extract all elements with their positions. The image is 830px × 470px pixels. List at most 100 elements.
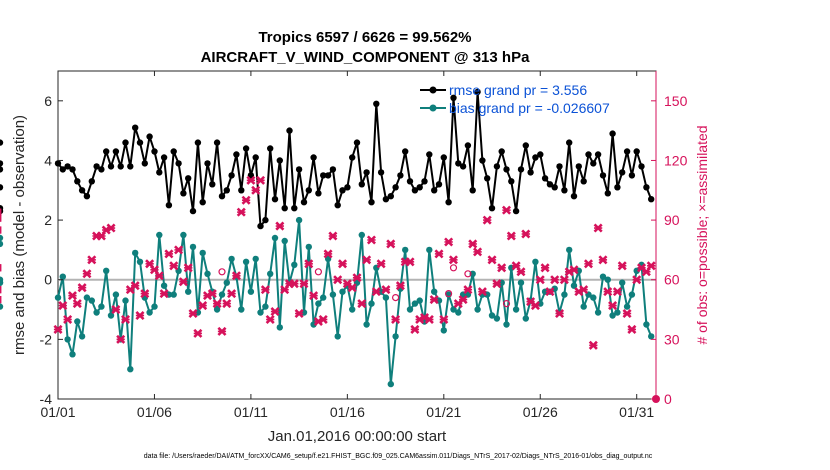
obs-assimilated-marker	[63, 314, 73, 325]
rmse-point	[209, 181, 216, 188]
bias-point	[329, 291, 337, 298]
obs-assimilated-marker	[434, 249, 444, 259]
obs-assimilated-marker	[183, 263, 193, 273]
rmse-point	[324, 172, 332, 179]
obs-assimilated-marker	[53, 324, 63, 334]
obs-assimilated-marker	[583, 259, 594, 269]
rmse-point	[628, 172, 636, 179]
obs-assimilated-marker	[617, 261, 627, 271]
bias-point	[0, 276, 4, 283]
obs-assimilated-marker	[352, 273, 362, 283]
obs-assimilated-marker	[429, 295, 439, 305]
rmse-point	[411, 187, 419, 194]
obs-assimilated-marker	[231, 271, 241, 281]
obs-assimilated-marker	[569, 265, 579, 275]
obs-assimilated-marker	[603, 287, 613, 297]
bias-point	[648, 333, 655, 340]
bias-point	[59, 273, 66, 280]
chart-subtitle: AIRCRAFT_V_WIND_COMPONENT @ 313 hPa	[201, 49, 531, 66]
obs-assimilated-marker	[256, 175, 266, 185]
obs-possible-marker	[445, 290, 453, 298]
rmse-point	[146, 133, 153, 140]
obs-assimilated-marker	[347, 283, 357, 293]
obs-assimilated-marker	[501, 205, 512, 215]
rmse-point	[522, 142, 529, 149]
bias-point	[199, 249, 206, 257]
rmse-point	[459, 163, 467, 170]
obs-assimilated-marker	[309, 291, 319, 301]
bias-point	[136, 258, 144, 265]
rmse-point	[339, 187, 346, 194]
rmse-point	[498, 148, 505, 155]
rmse-point	[136, 139, 144, 146]
bias-point	[532, 258, 539, 265]
obs-assimilated-marker	[376, 259, 386, 269]
rmse-point	[358, 181, 365, 188]
y-axis-left: -4 -2 0 2 4 6	[40, 93, 63, 407]
rmse-point	[238, 187, 245, 194]
x-tick-label: 01/16	[330, 404, 365, 420]
obs-assimilated-marker	[116, 334, 126, 344]
rmse-point	[112, 148, 120, 155]
bias-point	[628, 291, 636, 298]
obs-assimilated-marker	[468, 239, 478, 249]
obs-assimilated-series	[0, 175, 656, 350]
rmse-point	[570, 193, 578, 200]
obs-assimilated-marker	[530, 301, 540, 311]
bias-point	[271, 234, 279, 242]
bias-point	[132, 249, 139, 257]
obs-assimilated-marker	[598, 255, 608, 265]
rmse-point	[242, 145, 250, 152]
bias-point	[315, 300, 322, 307]
bias-point	[522, 315, 529, 322]
bias-point	[98, 303, 105, 310]
bias-point	[411, 300, 419, 307]
rmse-point	[488, 205, 496, 212]
obs-assimilated-marker	[487, 255, 497, 265]
rmse-point	[421, 178, 428, 185]
rmse-point	[315, 190, 322, 197]
bias-point	[599, 273, 607, 280]
rmse-point	[160, 154, 168, 161]
x-tick-label: 01/01	[40, 404, 75, 420]
obs-possible-marker	[218, 268, 226, 276]
rmse-point	[122, 139, 129, 146]
rmse-point	[368, 199, 375, 206]
obs-assimilated-marker	[391, 314, 401, 325]
rmse-point	[69, 166, 76, 173]
rmse-point	[373, 100, 380, 108]
rmse-point	[194, 139, 202, 146]
bias-point	[590, 294, 597, 301]
rmse-point	[329, 166, 337, 173]
plot-frame	[57, 70, 657, 400]
rmse-point	[0, 166, 4, 173]
obs-assimilated-marker	[304, 259, 314, 269]
rmse-point	[527, 169, 534, 176]
rmse-point	[0, 139, 4, 146]
rmse-point	[474, 88, 481, 96]
bias-point	[623, 303, 631, 310]
y2-tick-label: 90	[664, 212, 680, 228]
obs-assimilated-marker	[395, 281, 405, 291]
obs-assimilated-marker	[188, 309, 198, 319]
obs-assimilated-marker	[67, 291, 77, 301]
rmse-point	[310, 154, 317, 161]
obs-possible-marker	[392, 294, 400, 302]
obs-assimilated-marker	[588, 340, 598, 350]
obs-assimilated-marker	[246, 175, 256, 185]
bias-point	[127, 366, 134, 373]
bias-point	[426, 246, 433, 254]
bias-point	[604, 276, 611, 283]
obs-assimilated-marker	[622, 309, 632, 319]
rmse-point	[406, 178, 414, 185]
rmse-point	[546, 181, 554, 188]
bias-point	[54, 294, 62, 301]
rmse-point	[93, 163, 100, 170]
rmse-point	[450, 94, 457, 102]
rmse-point	[397, 172, 404, 179]
y2-tick-label: 120	[664, 152, 688, 168]
obs-assimilated-marker	[236, 207, 246, 217]
rmse-point	[532, 154, 539, 161]
bias-point	[252, 255, 259, 263]
